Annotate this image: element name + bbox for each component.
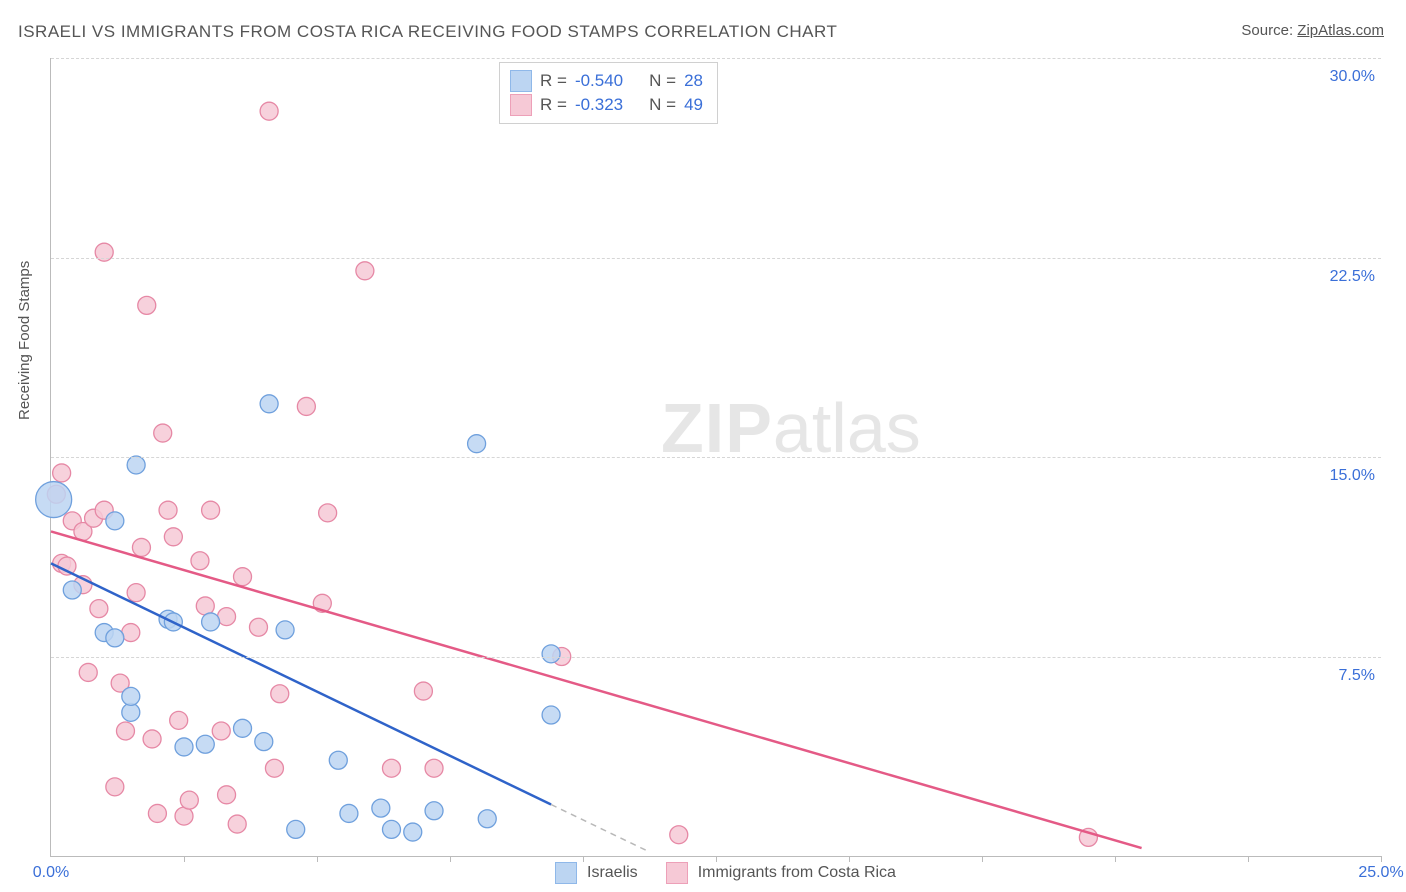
scatter-point [127, 456, 145, 474]
scatter-point [329, 751, 347, 769]
scatter-point [116, 722, 134, 740]
y-tick-label: 30.0% [1330, 68, 1375, 86]
grid-line [51, 258, 1381, 259]
scatter-point [228, 815, 246, 833]
scatter-point [170, 711, 188, 729]
scatter-point [382, 759, 400, 777]
scatter-point [212, 722, 230, 740]
scatter-point [106, 629, 124, 647]
scatter-point [79, 663, 97, 681]
scatter-point [542, 706, 560, 724]
scatter-point [143, 730, 161, 748]
scatter-point [468, 435, 486, 453]
bottom-legend: Israelis Immigrants from Costa Rica [555, 862, 914, 884]
x-tick [184, 856, 185, 862]
scatter-point [202, 613, 220, 631]
scatter-point [106, 512, 124, 530]
x-tick-label: 25.0% [1358, 864, 1403, 882]
scatter-point [287, 820, 305, 838]
scatter-point [202, 501, 220, 519]
x-tick [1115, 856, 1116, 862]
scatter-point [154, 424, 172, 442]
legend-label: Immigrants from Costa Rica [698, 864, 896, 882]
scatter-point [260, 395, 278, 413]
scatter-point [234, 719, 252, 737]
grid-line [51, 58, 1381, 59]
scatter-point [159, 501, 177, 519]
legend-swatch [666, 862, 688, 884]
y-axis-label: Receiving Food Stamps [16, 261, 33, 420]
scatter-point [218, 608, 236, 626]
scatter-point [90, 600, 108, 618]
scatter-point [138, 296, 156, 314]
scatter-point [382, 820, 400, 838]
scatter-point [425, 759, 443, 777]
grid-line [51, 657, 1381, 658]
trend-line [51, 531, 1142, 848]
scatter-point [127, 584, 145, 602]
scatter-point [132, 538, 150, 556]
scatter-point [425, 802, 443, 820]
scatter-point [297, 397, 315, 415]
chart-title: ISRAELI VS IMMIGRANTS FROM COSTA RICA RE… [18, 22, 837, 42]
scatter-point [53, 464, 71, 482]
scatter-point [122, 703, 140, 721]
scatter-point [196, 597, 214, 615]
grid-line [51, 457, 1381, 458]
y-tick-label: 7.5% [1339, 667, 1375, 685]
scatter-point [175, 738, 193, 756]
scatter-point [542, 645, 560, 663]
scatter-point [255, 733, 273, 751]
plot-area: ZIPatlas R =-0.540N =28R =-0.323N =49 7.… [50, 58, 1381, 857]
legend-label: Israelis [587, 864, 638, 882]
x-tick [1381, 856, 1382, 862]
scatter-point [670, 826, 688, 844]
x-tick [1248, 856, 1249, 862]
source-prefix: Source: [1241, 22, 1293, 39]
x-tick [317, 856, 318, 862]
scatter-point [265, 759, 283, 777]
scatter-point [234, 568, 252, 586]
scatter-point [249, 618, 267, 636]
scatter-point [122, 687, 140, 705]
scatter-point [196, 735, 214, 753]
chart-source: Source: ZipAtlas.com [1241, 22, 1384, 39]
scatter-point [218, 786, 236, 804]
scatter-point [106, 778, 124, 796]
x-tick [450, 856, 451, 862]
x-tick [982, 856, 983, 862]
trend-line-dashed [551, 805, 647, 851]
scatter-point [191, 552, 209, 570]
y-tick-label: 15.0% [1330, 467, 1375, 485]
scatter-point [319, 504, 337, 522]
scatter-point [414, 682, 432, 700]
legend-swatch [555, 862, 577, 884]
source-link[interactable]: ZipAtlas.com [1297, 22, 1384, 39]
scatter-point [180, 791, 198, 809]
scatter-point [164, 528, 182, 546]
x-tick-label: 0.0% [33, 864, 69, 882]
scatter-point [478, 810, 496, 828]
scatter-point [356, 262, 374, 280]
scatter-point [340, 804, 358, 822]
scatter-point [122, 624, 140, 642]
scatter-point [148, 804, 166, 822]
scatter-point [271, 685, 289, 703]
scatter-point [404, 823, 422, 841]
scatter-point [63, 581, 81, 599]
scatter-point [36, 482, 72, 518]
scatter-point [175, 807, 193, 825]
scatter-point [372, 799, 390, 817]
scatter-point [276, 621, 294, 639]
chart-container: ISRAELI VS IMMIGRANTS FROM COSTA RICA RE… [0, 0, 1406, 892]
scatter-point [260, 102, 278, 120]
y-tick-label: 22.5% [1330, 268, 1375, 286]
